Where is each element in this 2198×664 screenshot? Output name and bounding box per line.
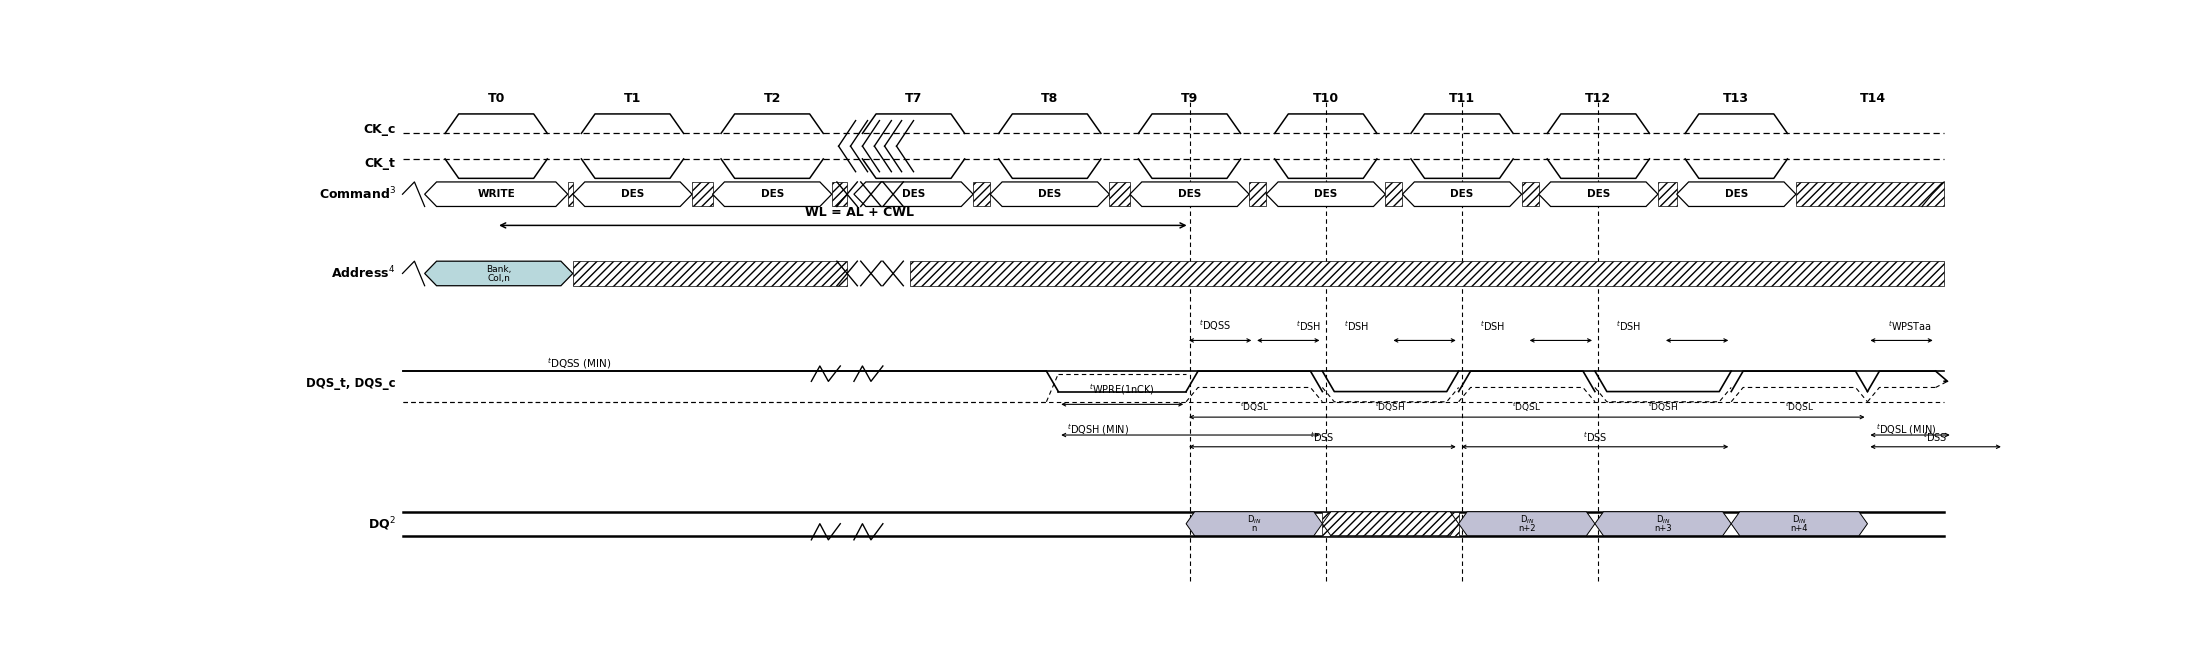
Polygon shape	[1596, 512, 1732, 536]
Text: T9: T9	[1180, 92, 1198, 106]
Polygon shape	[991, 182, 1110, 207]
Text: T10: T10	[1312, 92, 1339, 106]
Bar	[831, 182, 846, 207]
Text: $^t$DSH: $^t$DSH	[1616, 319, 1642, 333]
Text: n+2: n+2	[1519, 525, 1536, 533]
Text: T1: T1	[624, 92, 642, 106]
Text: WRITE: WRITE	[477, 189, 514, 199]
Polygon shape	[1539, 182, 1657, 207]
Bar	[1796, 182, 1943, 207]
Text: $^t$DSH: $^t$DSH	[1479, 319, 1506, 333]
Text: Address$^4$: Address$^4$	[332, 265, 396, 282]
Text: $^t$DQSH (MIN): $^t$DQSH (MIN)	[1066, 422, 1130, 438]
Text: Bank,: Bank,	[486, 266, 512, 274]
Text: WL = AL + CWL: WL = AL + CWL	[804, 207, 914, 219]
Text: DES: DES	[761, 189, 785, 199]
Text: $^t$DSS: $^t$DSS	[1583, 430, 1607, 444]
Polygon shape	[1187, 512, 1323, 536]
Text: T7: T7	[906, 92, 923, 106]
Bar	[574, 261, 846, 286]
Text: Command$^3$: Command$^3$	[319, 186, 396, 203]
Bar	[1248, 182, 1266, 207]
Text: Col,n: Col,n	[488, 274, 510, 283]
Polygon shape	[853, 182, 974, 207]
Polygon shape	[424, 182, 567, 207]
Text: $^t$DQSL: $^t$DQSL	[1240, 400, 1268, 414]
Text: $^t$DSH: $^t$DSH	[1297, 319, 1321, 333]
Text: $^t$DSS: $^t$DSS	[1310, 430, 1334, 444]
Text: n+3: n+3	[1655, 525, 1673, 533]
Polygon shape	[574, 182, 692, 207]
Text: CK_c: CK_c	[363, 123, 396, 135]
Text: $^t$WPRE(1nCK): $^t$WPRE(1nCK)	[1090, 382, 1156, 396]
Text: T2: T2	[763, 92, 780, 106]
Polygon shape	[1677, 182, 1796, 207]
Text: $^t$DSS: $^t$DSS	[1923, 430, 1947, 444]
Text: T0: T0	[488, 92, 506, 106]
Text: T12: T12	[1585, 92, 1611, 106]
Text: T11: T11	[1448, 92, 1475, 106]
Bar	[1323, 512, 1459, 536]
Bar	[1521, 182, 1539, 207]
Bar	[974, 182, 991, 207]
Text: DQS_t, DQS_c: DQS_t, DQS_c	[306, 377, 396, 390]
Text: $^t$DQSH: $^t$DQSH	[1376, 400, 1407, 414]
Polygon shape	[712, 182, 831, 207]
Text: n+4: n+4	[1791, 525, 1809, 533]
Bar	[692, 182, 712, 207]
Text: T14: T14	[1860, 92, 1886, 106]
Text: D$_{IN}$: D$_{IN}$	[1791, 513, 1807, 526]
Bar	[1110, 182, 1130, 207]
Polygon shape	[1323, 512, 1459, 536]
Text: $^t$DQSL (MIN): $^t$DQSL (MIN)	[1877, 422, 1936, 438]
Text: DES: DES	[620, 189, 644, 199]
Polygon shape	[1732, 512, 1868, 536]
Text: $^t$DQSS (MIN): $^t$DQSS (MIN)	[547, 356, 611, 371]
Polygon shape	[1402, 182, 1521, 207]
Text: $^t$DQSH: $^t$DQSH	[1648, 400, 1679, 414]
Text: $^t$DQSL: $^t$DQSL	[1785, 400, 1813, 414]
Text: DES: DES	[1178, 189, 1200, 199]
Bar	[567, 182, 574, 207]
Text: CK_t: CK_t	[365, 157, 396, 169]
Text: DQ$^2$: DQ$^2$	[367, 515, 396, 533]
Bar	[1657, 182, 1677, 207]
Polygon shape	[1459, 512, 1596, 536]
Bar	[910, 261, 1943, 286]
Text: DES: DES	[1725, 189, 1747, 199]
Text: DES: DES	[901, 189, 925, 199]
Text: DES: DES	[1037, 189, 1062, 199]
Text: D$_{IN}$: D$_{IN}$	[1655, 513, 1670, 526]
Text: $^t$DSH: $^t$DSH	[1343, 319, 1369, 333]
Text: n: n	[1251, 525, 1257, 533]
Text: T13: T13	[1723, 92, 1750, 106]
Text: DES: DES	[1587, 189, 1609, 199]
Text: DES: DES	[1314, 189, 1336, 199]
Text: $^t$DQSS: $^t$DQSS	[1200, 318, 1231, 333]
Text: $^t$DQSL: $^t$DQSL	[1512, 400, 1541, 414]
Text: D$_{IN}$: D$_{IN}$	[1246, 513, 1262, 526]
Text: DES: DES	[1451, 189, 1473, 199]
Bar	[1385, 182, 1402, 207]
Polygon shape	[1266, 182, 1385, 207]
Text: T8: T8	[1042, 92, 1059, 106]
Polygon shape	[424, 261, 574, 286]
Text: D$_{IN}$: D$_{IN}$	[1519, 513, 1534, 526]
Text: $^t$WPSTaa: $^t$WPSTaa	[1888, 319, 1932, 333]
Polygon shape	[1130, 182, 1248, 207]
